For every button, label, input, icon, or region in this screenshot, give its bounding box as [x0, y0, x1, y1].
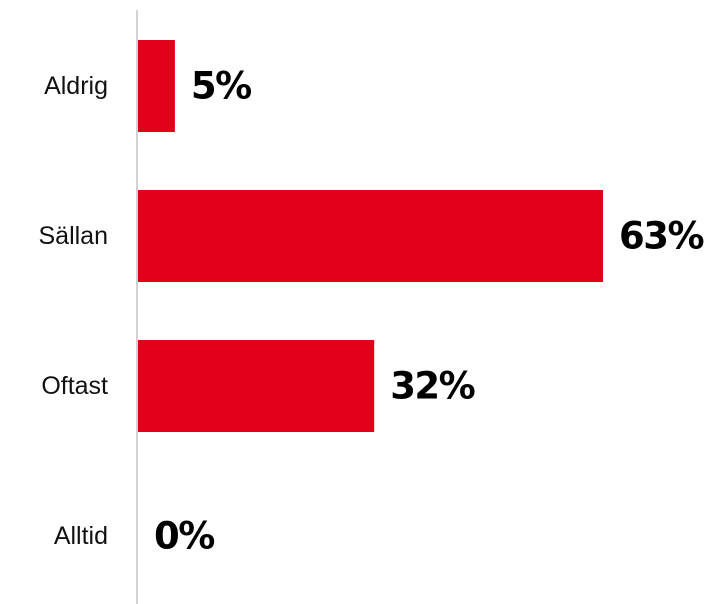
category-label-s-llan: Sällan — [39, 222, 109, 250]
bar-oftast — [138, 340, 375, 432]
value-label-oftast: 32% — [390, 365, 474, 408]
bars-group — [138, 40, 603, 432]
category-labels-group: Aldrig Sällan Oftast Alltid — [39, 72, 109, 550]
bar-s-llan — [138, 190, 603, 282]
value-label-alltid: 0% — [154, 515, 214, 558]
category-label-alltid: Alltid — [54, 522, 108, 550]
value-label-aldrig: 5% — [191, 65, 251, 108]
category-label-oftast: Oftast — [41, 372, 108, 400]
value-labels-group: 5% 63% 32% 0% — [154, 65, 705, 558]
bar-aldrig — [138, 40, 175, 132]
category-label-aldrig: Aldrig — [44, 72, 108, 100]
value-label-s-llan: 63% — [619, 215, 703, 258]
